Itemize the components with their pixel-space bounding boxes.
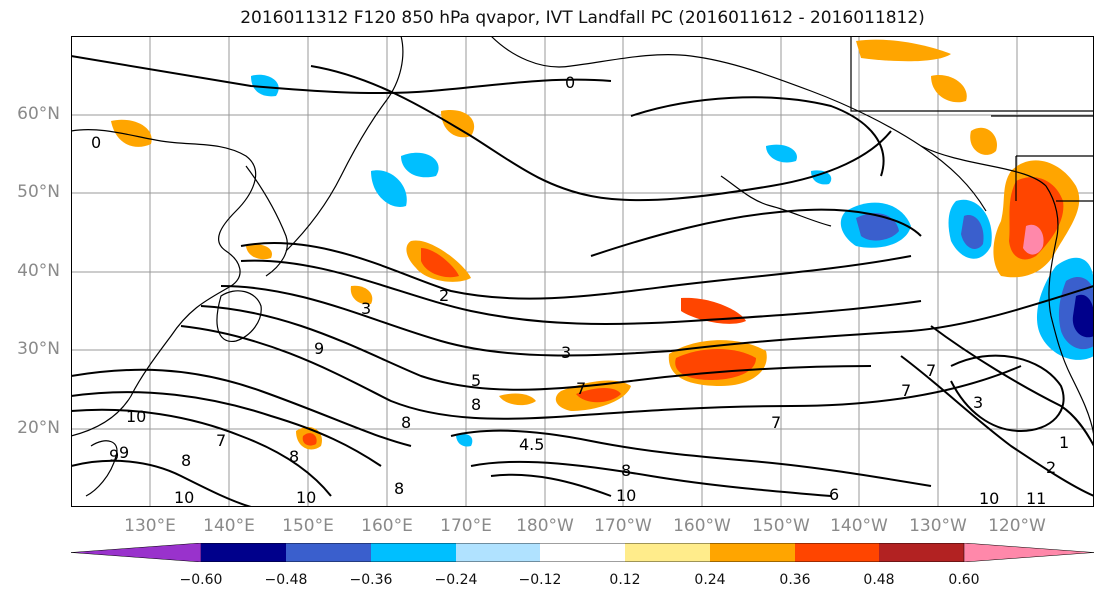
colorbar-tick-label: 0.24 (694, 572, 726, 588)
colorbar-tick-label: −0.36 (349, 572, 393, 588)
lat-label-50n: 50°N (17, 182, 60, 202)
colorbar-segment (879, 543, 964, 562)
colorbar-tick-label: 0.60 (948, 572, 980, 588)
lat-label-30n: 30°N (17, 339, 60, 359)
colorbar-segment (201, 543, 286, 562)
contour-label: 7 (216, 431, 226, 450)
contour-label: 8 (181, 451, 191, 470)
contour-label: 8 (621, 461, 631, 480)
lon-label: 160°E (361, 516, 413, 536)
colorbar (71, 543, 1094, 562)
figure-title: 2016011312 F120 850 hPa qvapor, IVT Land… (240, 8, 925, 28)
contour-label: 3 (361, 299, 371, 318)
contour-label: 7 (576, 379, 586, 398)
contour-label: 0 (565, 73, 575, 92)
lon-label: 150°W (752, 516, 810, 536)
lat-label-40n: 40°N (17, 261, 60, 281)
contour-label: 5 (471, 371, 481, 390)
colorbar-tick-label: −0.24 (434, 572, 478, 588)
colorbar-segment (795, 543, 879, 562)
lat-label-60n: 60°N (17, 104, 60, 124)
contour-label: 9 (119, 443, 129, 462)
colorbar-tick-label: 0.36 (779, 572, 811, 588)
colorbar-segment (456, 543, 540, 562)
lat-label-20n: 20°N (17, 418, 60, 438)
colorbar-tick-label: −0.12 (518, 572, 562, 588)
contour-label: 10 (174, 488, 194, 507)
colorbar-segment (71, 543, 202, 562)
lon-label: 170°W (594, 516, 652, 536)
colorbar-segment (710, 543, 795, 562)
contour-label: 4.5 (519, 435, 544, 454)
contour-label: 11 (1026, 489, 1046, 507)
lon-label: 160°W (673, 516, 731, 536)
lon-label: 130°E (124, 516, 176, 536)
shaded-patches (111, 39, 1094, 450)
colorbar-segment (286, 543, 371, 562)
isolines (71, 55, 1094, 507)
contour-label: 8 (394, 479, 404, 498)
contour-label: 3 (561, 343, 571, 362)
contour-label: 7 (926, 361, 936, 380)
colorbar-tick-label: 0.48 (863, 572, 895, 588)
contour-label: 10 (979, 489, 999, 507)
colorbar-tick-label: 0.12 (609, 572, 641, 588)
contour-label: 7 (901, 381, 911, 400)
map-panel: 0 0 2 3 3 5 7 7 8 9 10 9 8 7 8 10 10 8 4… (71, 36, 1094, 507)
lon-label: 150°E (282, 516, 334, 536)
contour-label: 0 (91, 133, 101, 152)
lon-label: 120°W (988, 516, 1046, 536)
colorbar-segment (963, 543, 1094, 562)
contour-labels: 0 0 2 3 3 5 7 7 8 9 10 9 8 7 8 10 10 8 4… (91, 73, 1069, 507)
lon-label: 180°W (516, 516, 574, 536)
lon-label: 130°W (909, 516, 967, 536)
contour-label: 6 (829, 485, 839, 504)
contour-label: 10 (296, 488, 316, 507)
lon-label: 170°E (440, 516, 492, 536)
contour-label: 1 (1059, 433, 1069, 452)
contour-label: 8 (289, 447, 299, 466)
contour-label: 9 (109, 446, 119, 465)
coastlines (71, 36, 1094, 497)
lon-label: 140°E (203, 516, 255, 536)
contour-label: 10 (616, 486, 636, 505)
contour-label: 8 (401, 413, 411, 432)
contour-label: 2 (1046, 458, 1056, 477)
colorbar-segment (625, 543, 710, 562)
colorbar-tick-label: −0.48 (264, 572, 308, 588)
lon-label: 140°W (830, 516, 888, 536)
contour-label: 2 (439, 286, 449, 305)
contour-label: 9 (314, 339, 324, 358)
contour-label: 8 (471, 395, 481, 414)
colorbar-tick-label: −0.60 (179, 572, 223, 588)
contour-label: 10 (126, 407, 146, 426)
contour-label: 3 (973, 393, 983, 412)
colorbar-segment (371, 543, 456, 562)
contour-label: 7 (771, 413, 781, 432)
colorbar-segment (540, 543, 625, 562)
